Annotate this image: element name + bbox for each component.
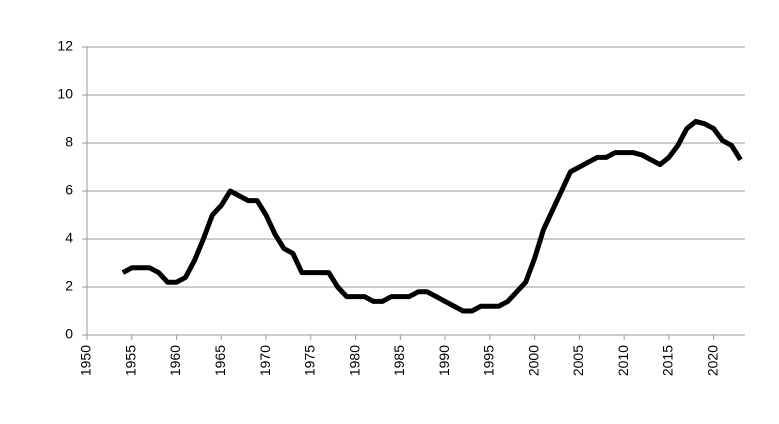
y-tick-label: 8	[65, 134, 73, 150]
y-tick-label: 4	[65, 230, 73, 246]
data-line	[121, 118, 743, 314]
x-tick-label: 1990	[436, 345, 452, 376]
x-tick-label: 1985	[391, 345, 407, 376]
y-tick-label: 2	[65, 278, 73, 294]
x-tick-label: 1970	[257, 345, 273, 376]
y-tick-label: 12	[57, 38, 73, 54]
x-tick-label: 1960	[167, 345, 183, 376]
x-tick-label: 1980	[346, 345, 362, 376]
x-tick-label: 1995	[481, 345, 497, 376]
x-tick-label: 2010	[615, 345, 631, 376]
x-tick-label: 1955	[122, 345, 138, 376]
x-tick-label: 1950	[78, 345, 94, 376]
y-tick-label: 10	[57, 86, 73, 102]
x-tick-label: 2000	[525, 345, 541, 376]
y-tick-label: 6	[65, 182, 73, 198]
x-tick-label: 2020	[704, 345, 720, 376]
x-tick-label: 2005	[570, 345, 586, 376]
y-tick-label: 0	[65, 326, 73, 342]
x-tick-label: 2015	[660, 345, 676, 376]
x-tick-label: 1975	[302, 345, 318, 376]
x-tick-label: 1965	[212, 345, 228, 376]
